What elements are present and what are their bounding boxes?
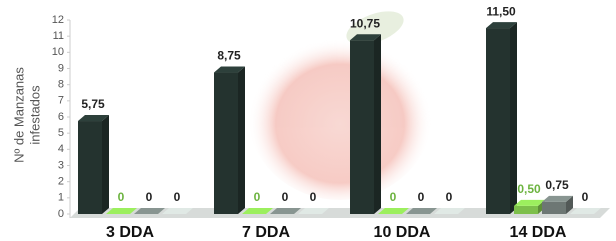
background-apple <box>248 5 432 200</box>
bar <box>486 28 510 214</box>
data-label: 0 <box>582 190 589 204</box>
y-tick-label: 2 <box>58 176 64 188</box>
bar-side <box>238 67 245 214</box>
data-label: 0,50 <box>517 182 541 196</box>
y-tick-label: 0 <box>58 208 64 220</box>
chart: Nº de Manzanas infestados 01234567891011… <box>0 0 616 241</box>
data-label: 0 <box>174 190 181 204</box>
y-tick-label: 11 <box>53 30 64 42</box>
data-label: 0 <box>446 190 453 204</box>
y-tick-label: 8 <box>58 79 64 91</box>
data-label: 11,50 <box>486 4 516 18</box>
y-axis-label: Nº de Manzanas <box>11 67 26 163</box>
data-label: 0 <box>254 190 261 204</box>
x-tick-label: 10 DDA <box>374 224 431 241</box>
y-tick-label: 1 <box>58 192 64 204</box>
bar <box>214 73 238 214</box>
y-tick-label: 10 <box>52 46 64 58</box>
y-tick-label: 9 <box>58 62 64 74</box>
data-label: 0 <box>146 190 153 204</box>
y-tick-label: 3 <box>58 159 64 171</box>
data-label: 0 <box>282 190 289 204</box>
y-tick-label: 7 <box>58 95 64 107</box>
y-tick-label: 12 <box>52 14 64 26</box>
data-label: 0,75 <box>545 178 569 192</box>
data-label: 5,75 <box>81 97 105 111</box>
x-tick-label: 3 DDA <box>106 224 154 241</box>
y-tick-label: 5 <box>58 127 64 139</box>
y-axis-label: infestados <box>27 85 42 145</box>
data-label: 0 <box>118 190 125 204</box>
bar-side <box>510 22 517 214</box>
x-tick-label: 14 DDA <box>510 224 567 241</box>
bar <box>542 202 566 214</box>
data-label: 10,75 <box>350 16 380 30</box>
bar-side <box>374 34 381 214</box>
bar-side <box>102 115 109 214</box>
bar <box>78 121 102 214</box>
data-label: 0 <box>310 190 317 204</box>
y-tick-label: 6 <box>58 111 64 123</box>
data-label: 8,75 <box>217 49 241 63</box>
x-tick-label: 7 DDA <box>242 224 290 241</box>
data-label: 0 <box>390 190 397 204</box>
data-label: 0 <box>418 190 425 204</box>
y-tick-label: 4 <box>58 143 64 155</box>
bar <box>350 40 374 214</box>
bar <box>514 206 538 214</box>
